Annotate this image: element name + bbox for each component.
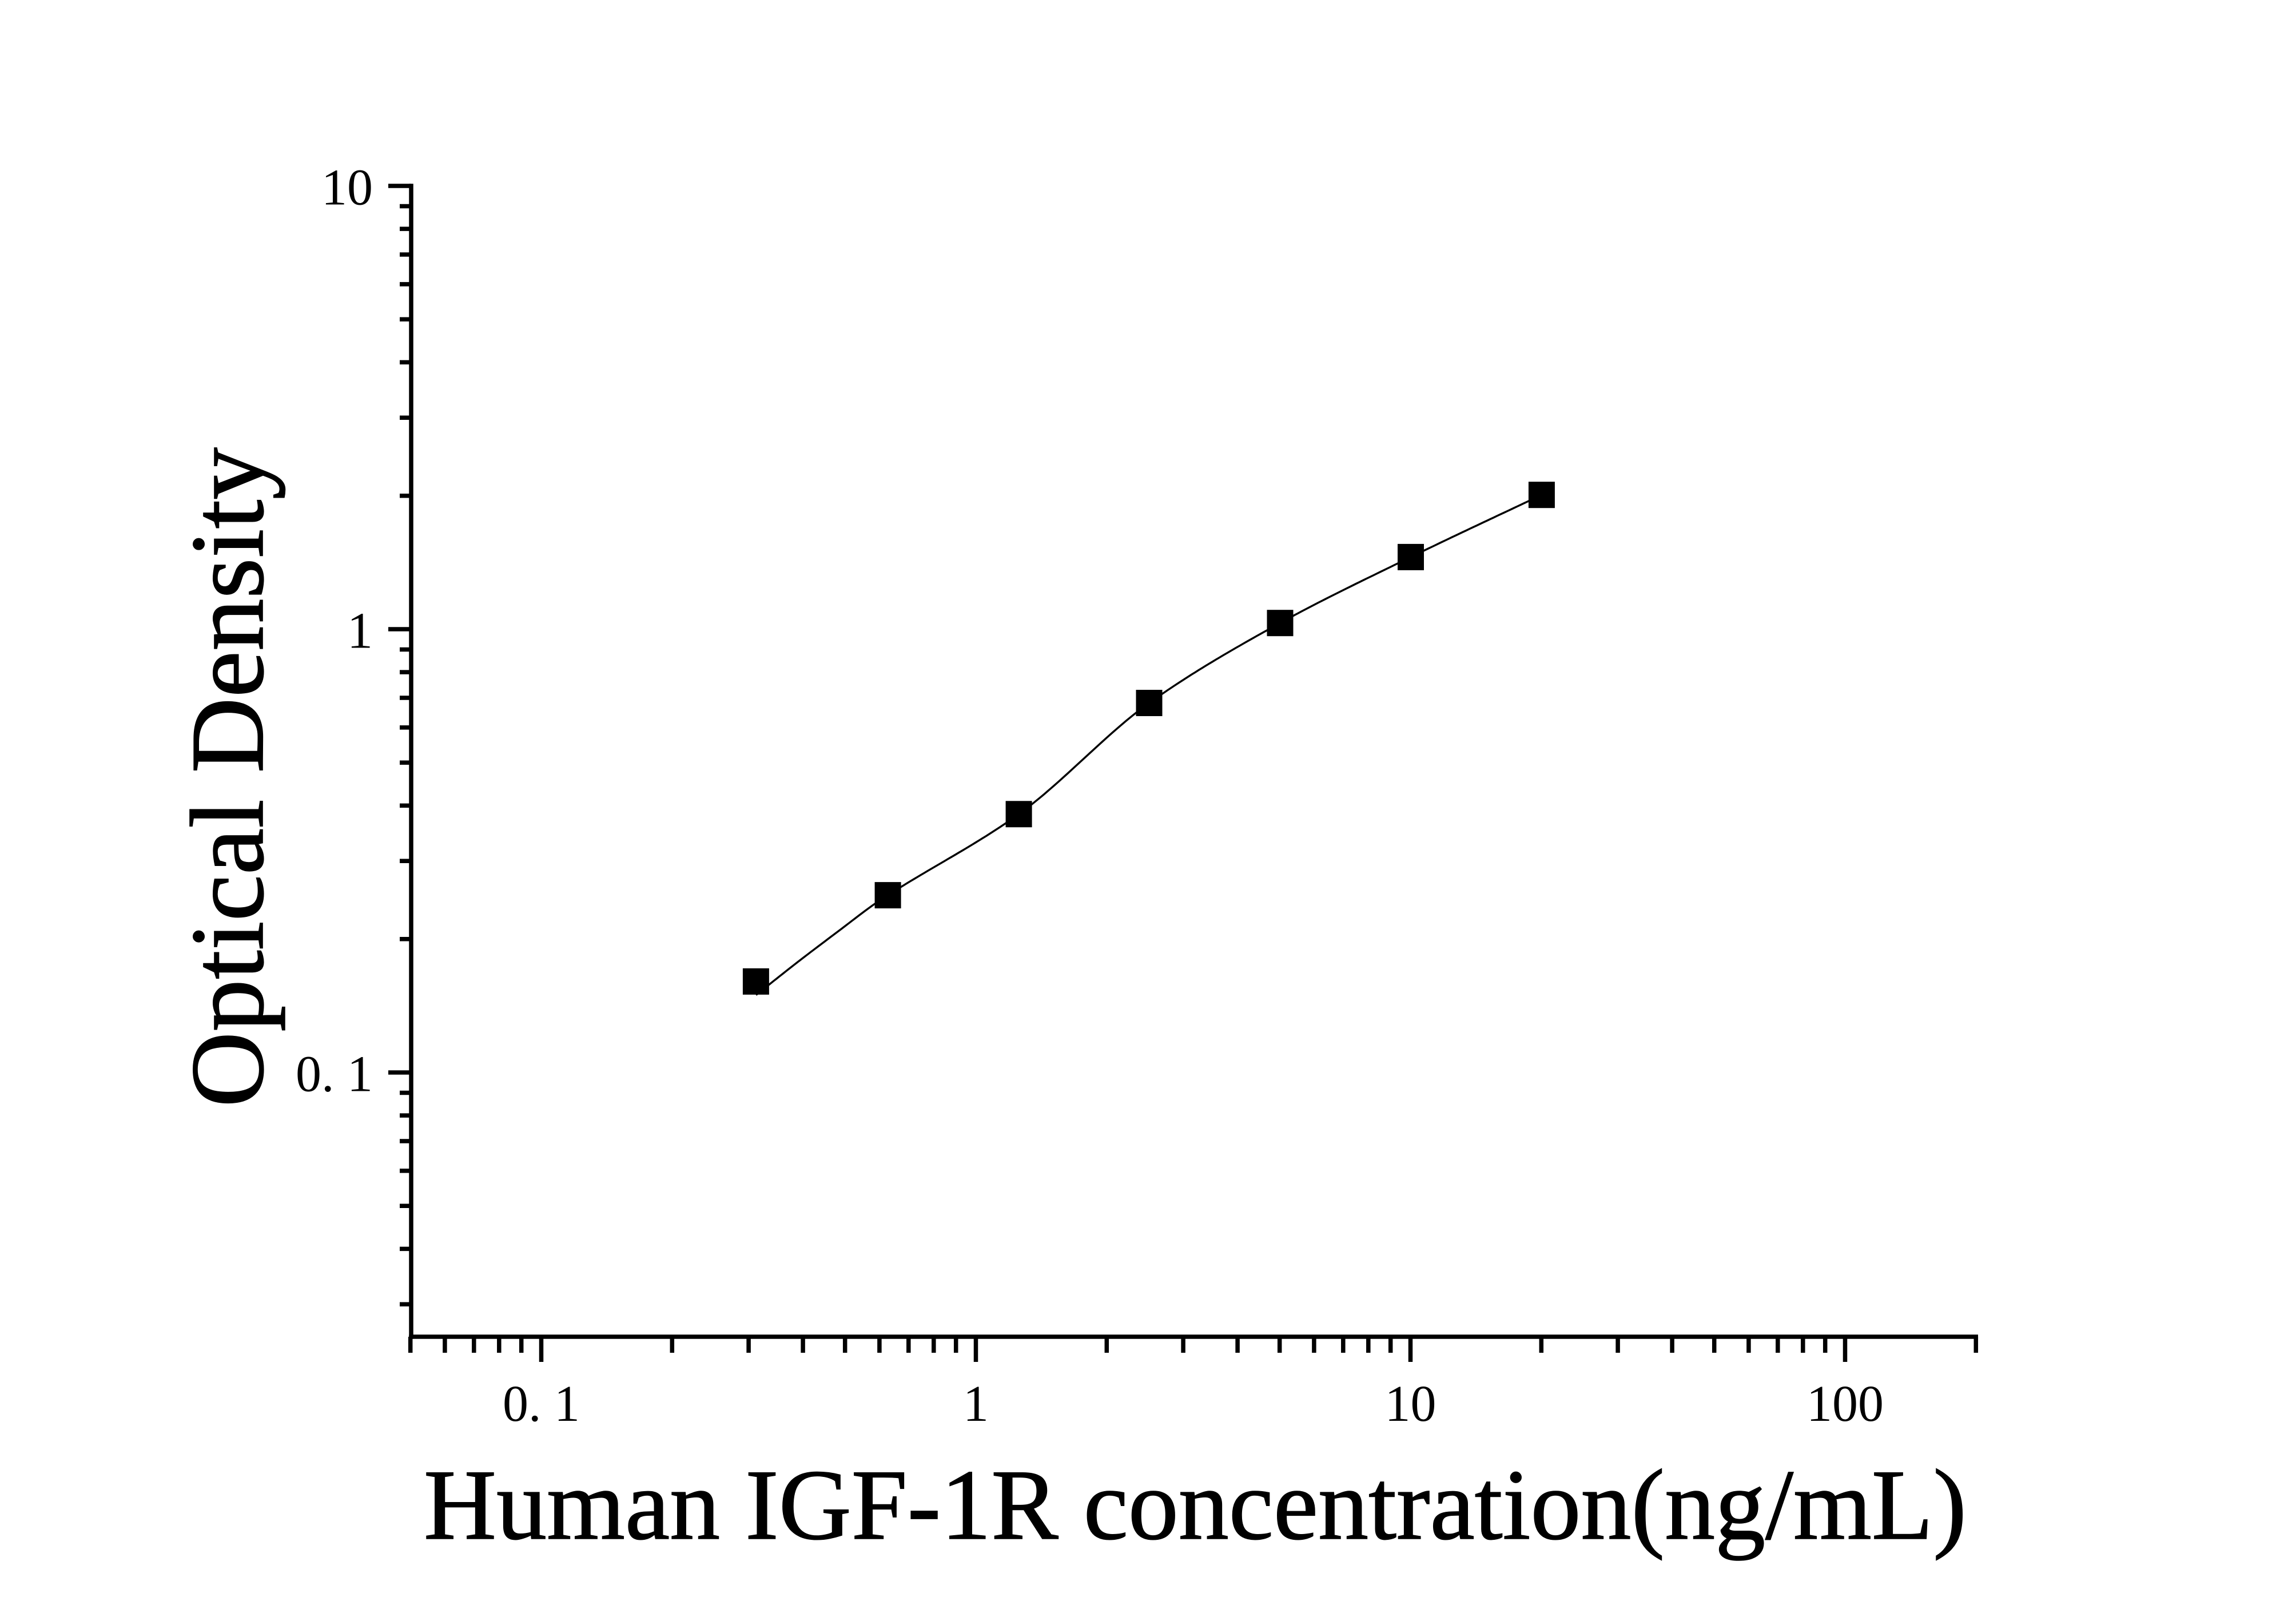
svg-text:1: 1 [347, 603, 373, 660]
svg-text:100: 100 [1806, 1376, 1884, 1432]
svg-text:1: 1 [963, 1376, 989, 1432]
svg-text:10: 10 [321, 160, 373, 216]
svg-text:Optical Density: Optical Density [169, 447, 285, 1107]
svg-text:Human IGF-1R concentration(ng/: Human IGF-1R concentration(ng/mL) [424, 1449, 1967, 1561]
svg-text:10: 10 [1385, 1376, 1437, 1432]
svg-text:0. 1: 0. 1 [503, 1376, 580, 1432]
svg-text:0. 1: 0. 1 [296, 1046, 373, 1103]
